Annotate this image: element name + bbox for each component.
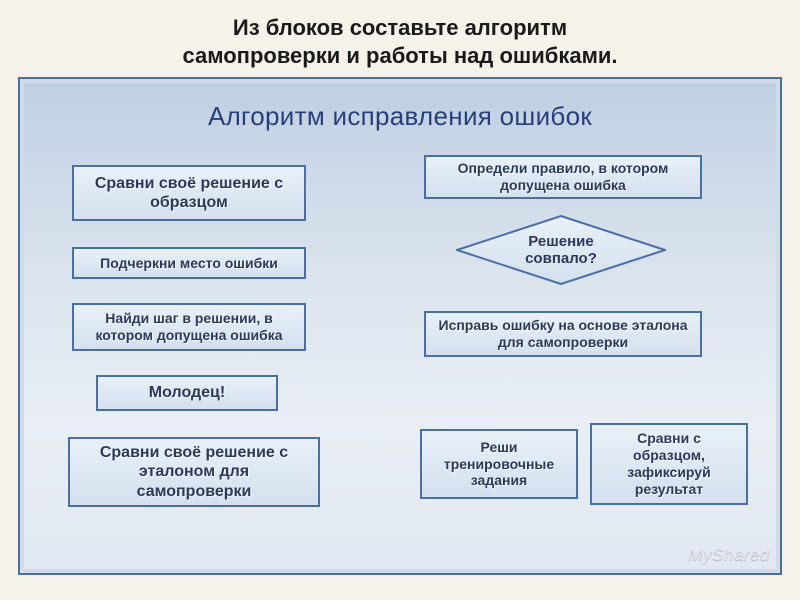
block-text: Сравни с образцом, зафиксируй результат xyxy=(602,430,736,497)
header-line-2: самопроверки и работы над ошибками. xyxy=(183,43,618,68)
block-underline-error[interactable]: Подчеркни место ошибки xyxy=(72,247,306,279)
slide: Алгоритм исправления ошибок Сравни своё … xyxy=(24,83,776,569)
block-identify-rule[interactable]: Определи правило, в котором допущена оши… xyxy=(424,155,702,199)
block-text: Определи правило, в котором допущена оши… xyxy=(436,160,690,194)
block-decision[interactable]: Решение совпало? xyxy=(456,215,666,285)
block-text: Молодец! xyxy=(149,383,225,402)
block-compare-etalon[interactable]: Сравни своё решение с эталоном для самоп… xyxy=(68,437,320,507)
slide-frame: Алгоритм исправления ошибок Сравни своё … xyxy=(18,77,782,575)
block-text: Сравни своё решение с эталоном для самоп… xyxy=(80,443,308,501)
block-text: Подчеркни место ошибки xyxy=(100,255,278,272)
block-text: Реши тренировочные задания xyxy=(432,439,566,489)
watermark: MyShared xyxy=(689,545,770,565)
page: Из блоков составьте алгоритм самопроверк… xyxy=(0,0,800,600)
block-solve-training[interactable]: Реши тренировочные задания xyxy=(420,429,578,499)
header-line-1: Из блоков составьте алгоритм xyxy=(233,15,567,40)
block-text: Решение совпало? xyxy=(503,233,619,268)
slide-title: Алгоритм исправления ошибок xyxy=(24,83,776,138)
block-text: Сравни своё решение с образцом xyxy=(84,174,294,212)
block-well-done[interactable]: Молодец! xyxy=(96,375,278,411)
block-text: Исправь ошибку на основе эталона для сам… xyxy=(436,317,690,351)
block-find-step[interactable]: Найди шаг в решении, в котором допущена … xyxy=(72,303,306,351)
block-fix-error[interactable]: Исправь ошибку на основе эталона для сам… xyxy=(424,311,702,357)
block-compare-fix[interactable]: Сравни с образцом, зафиксируй результат xyxy=(590,423,748,505)
page-header: Из блоков составьте алгоритм самопроверк… xyxy=(0,0,800,77)
block-compare-sample[interactable]: Сравни своё решение с образцом xyxy=(72,165,306,221)
block-text: Найди шаг в решении, в котором допущена … xyxy=(84,310,294,344)
